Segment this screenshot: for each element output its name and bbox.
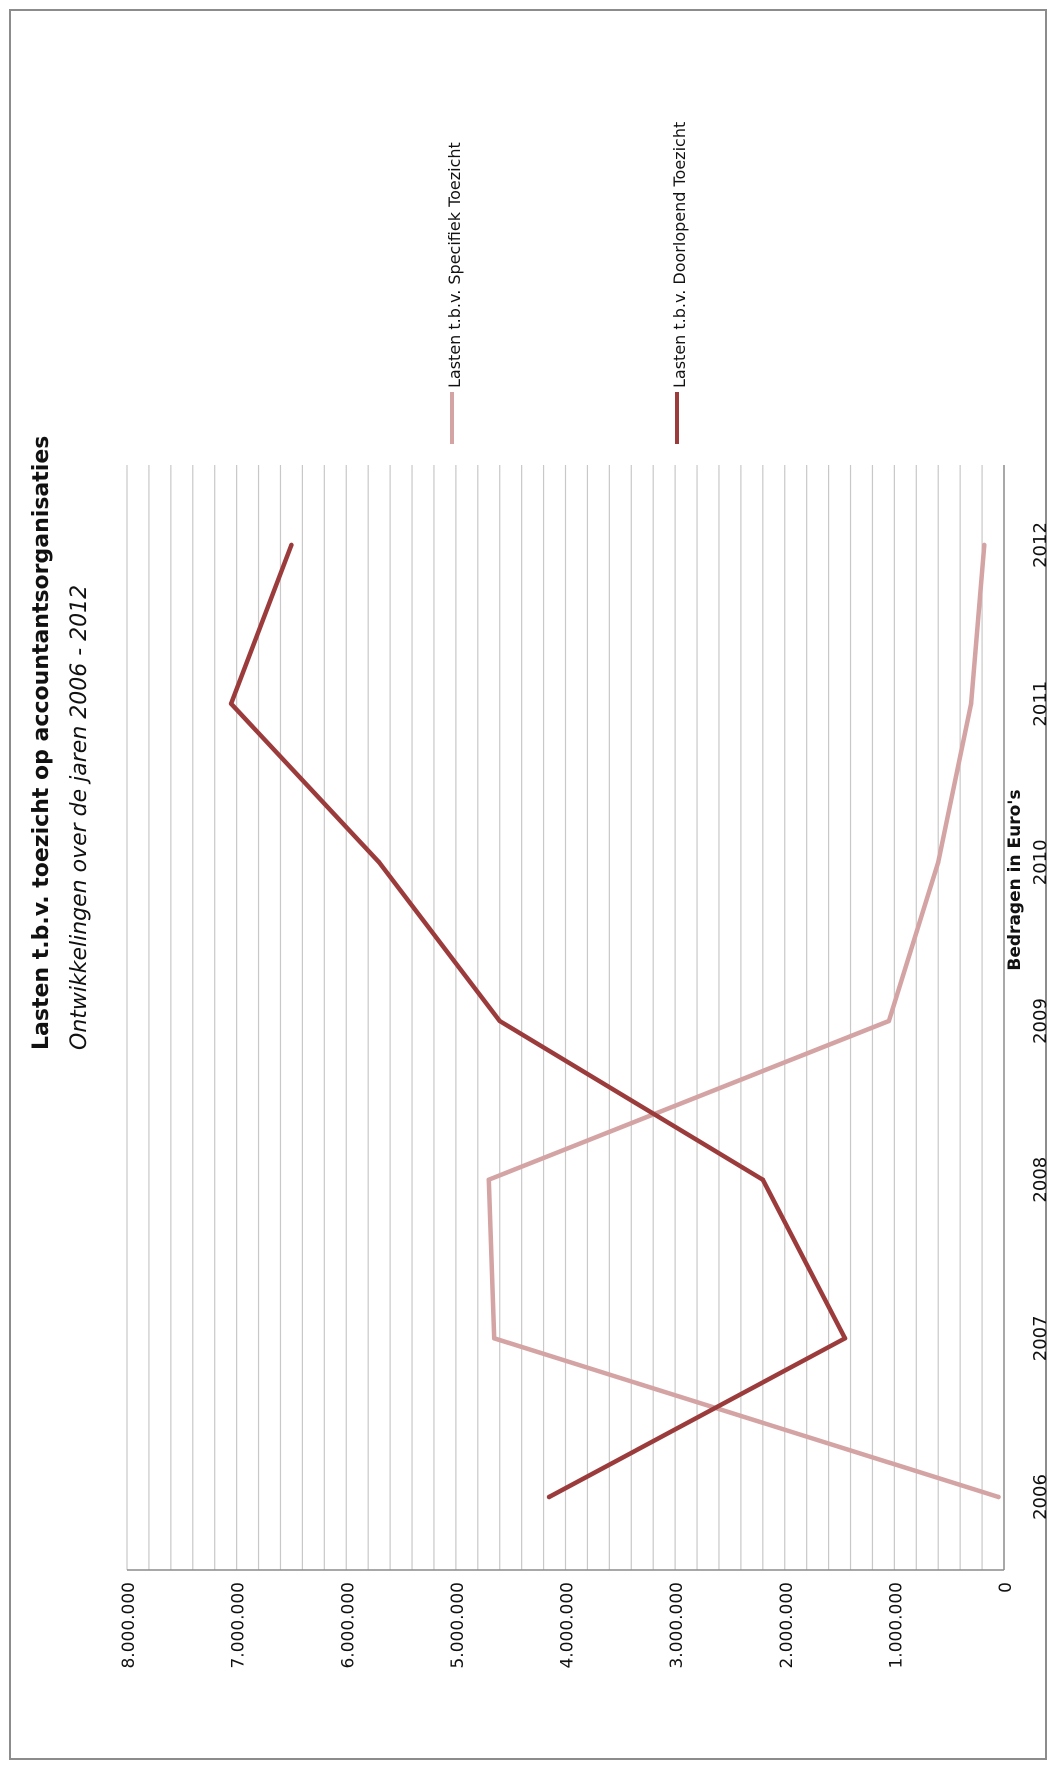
data-point [760,1177,766,1182]
data-point [497,1018,502,1024]
data-point [982,542,987,548]
x-tick-label: 2006 [1030,1474,1051,1520]
data-point [968,701,974,706]
y-axis-label: Bedragen in Euro's [1005,789,1025,970]
data-point [376,860,382,865]
legend: Lasten t.b.v. Specifiek Toezicht Lasten … [445,122,689,444]
x-tick-label: 2008 [1030,1157,1051,1203]
data-point [228,701,234,706]
x-tick-label: 2011 [1030,681,1051,727]
y-tick-label: 8.000.000 [119,1582,139,1669]
data-point [492,1336,497,1341]
legend-item-doorlopend: Lasten t.b.v. Doorlopend Toezicht [670,122,689,444]
y-tick-label: 2.000.000 [777,1582,797,1669]
x-tick-label: 2007 [1030,1315,1051,1361]
series-layer [228,542,1001,1500]
legend-label-doorlopend: Lasten t.b.v. Doorlopend Toezicht [670,122,689,388]
x-tick-label: 2009 [1030,998,1051,1044]
y-tick-label: 6.000.000 [338,1582,358,1669]
data-point [886,1018,892,1024]
data-point [936,860,941,865]
x-tick-label: 2010 [1030,839,1051,885]
x-tick-label: 2012 [1030,522,1051,568]
data-point [486,1177,491,1182]
data-point [996,1494,1001,1500]
y-axis: 0 1.000.000 2.000.000 3.000.000 4.000.000 5.0… [119,465,1016,1669]
legend-label-specifiek: Lasten t.b.v. Specifiek Toezicht [445,142,464,388]
chart-frame [9,9,1047,1760]
y-tick-label: 1.000.000 [886,1582,906,1669]
data-point [842,1336,848,1341]
grid [126,465,983,1570]
y-tick-label: 4.000.000 [558,1582,578,1669]
data-point [289,542,294,548]
y-tick-label: 7.000.000 [229,1582,249,1669]
chart-title: Lasten t.b.v. toezicht op accountantsorg… [29,436,54,1050]
y-tick-label: 0 [996,1582,1016,1593]
y-tick-label: 5.000.000 [448,1582,468,1669]
data-point [546,1494,552,1500]
y-tick-label: 3.000.000 [667,1582,687,1669]
legend-item-specifiek: Lasten t.b.v. Specifiek Toezicht [445,142,464,444]
x-axis: 2006 2007 2008 2009 2010 2011 2012 [1030,522,1051,1520]
chart-subtitle: Ontwikkelingen over de jaren 2006 - 2012 [67,585,92,1050]
